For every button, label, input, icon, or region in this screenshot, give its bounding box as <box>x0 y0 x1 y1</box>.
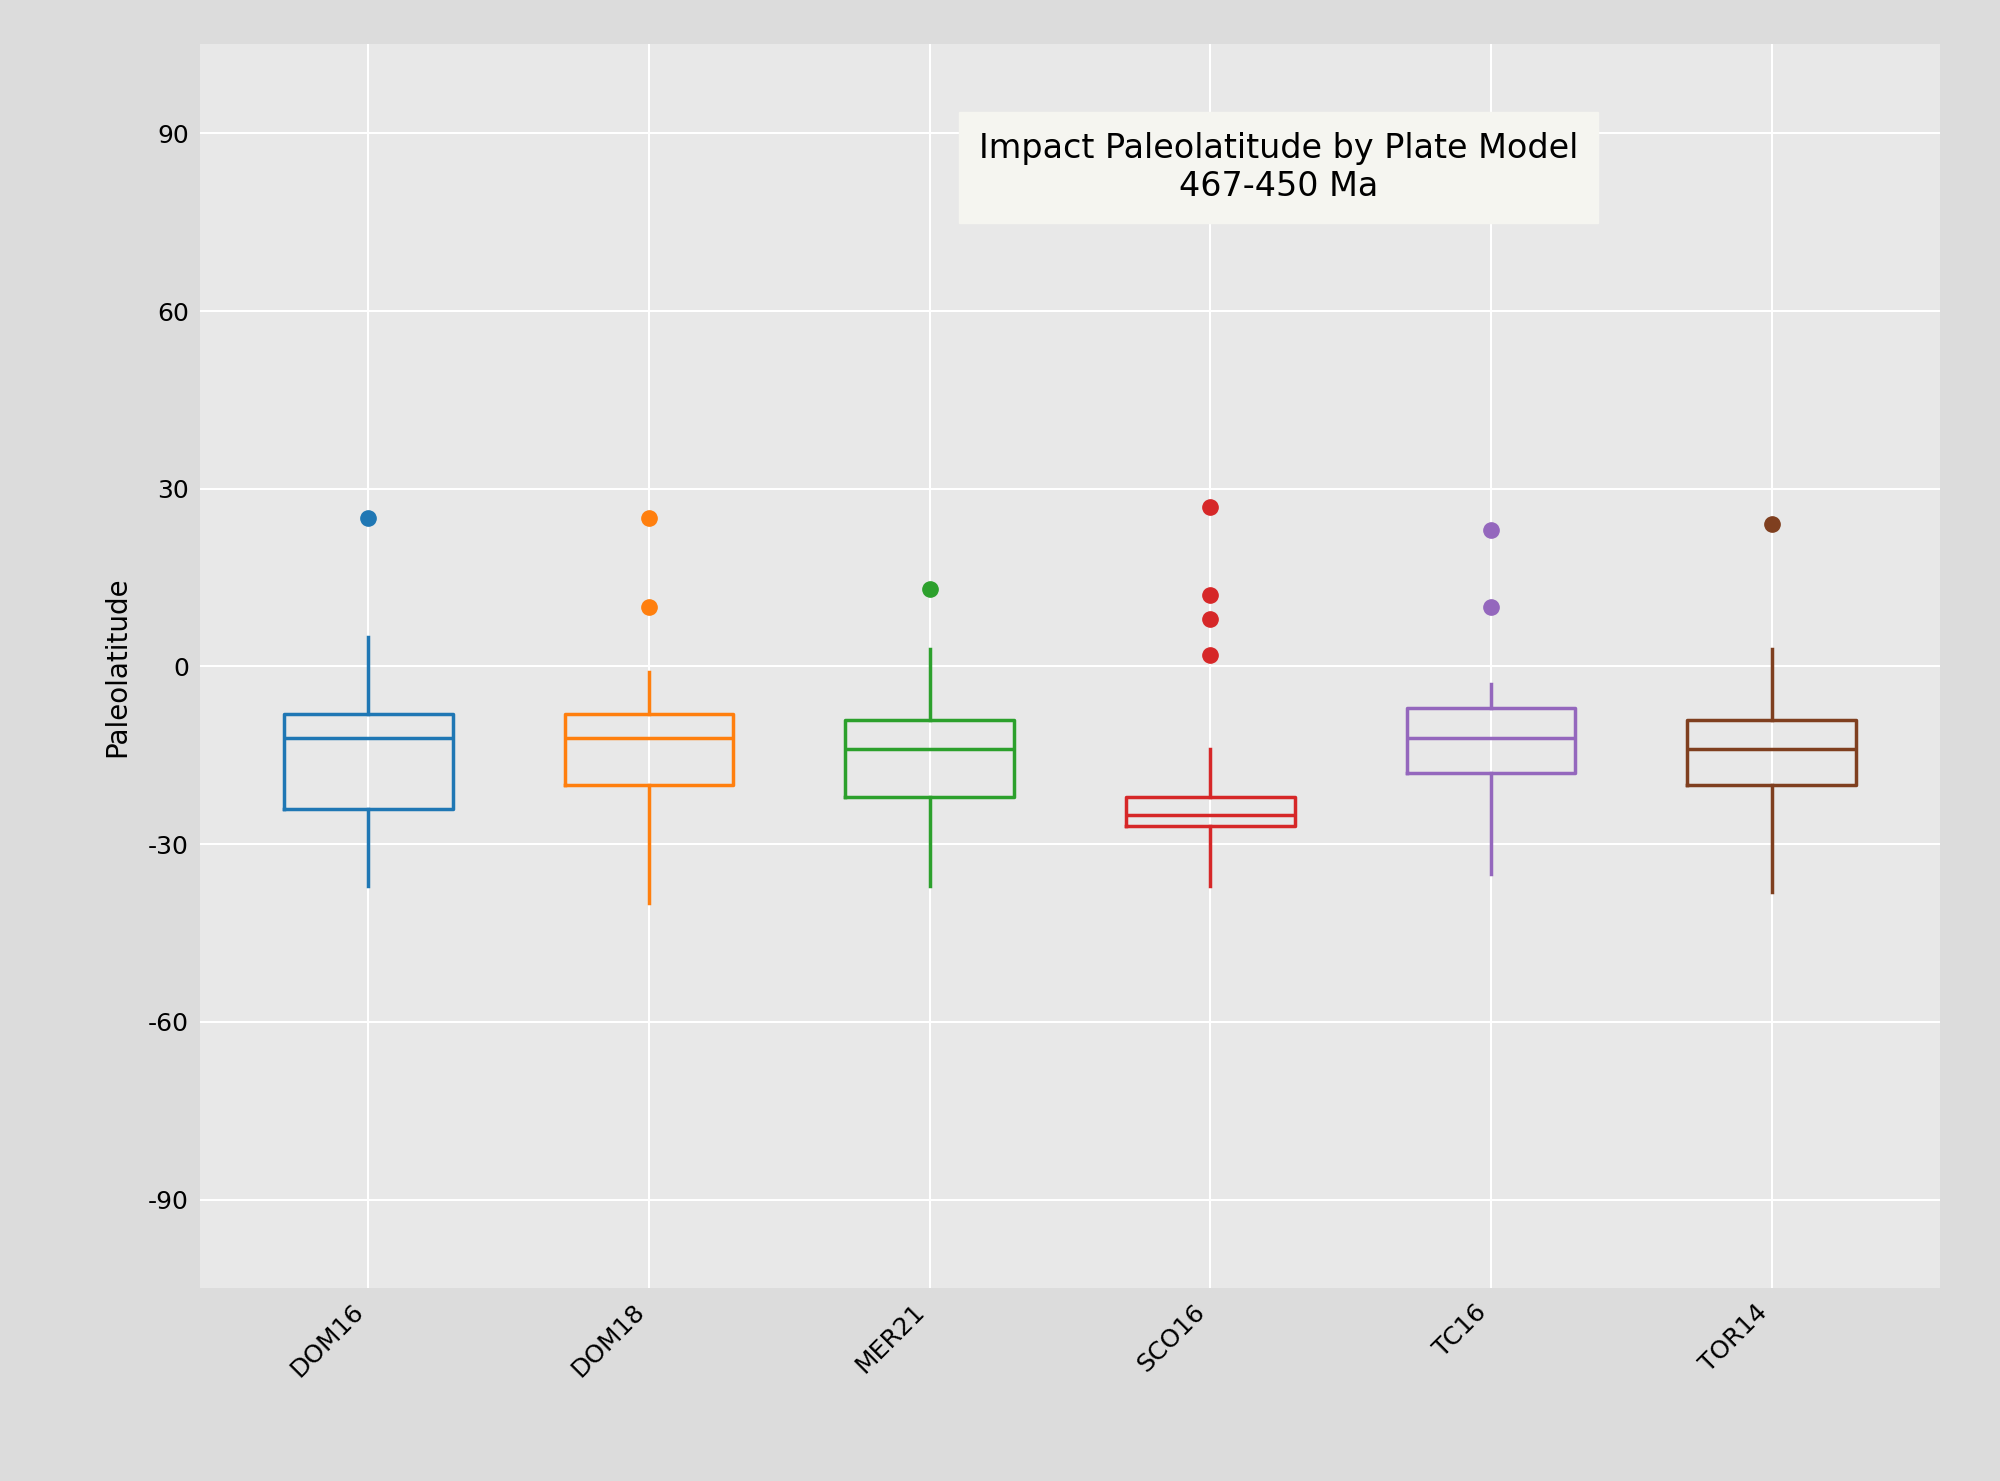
Text: Impact Paleolatitude by Plate Model
467-450 Ma: Impact Paleolatitude by Plate Model 467-… <box>980 132 1578 203</box>
Y-axis label: Paleolatitude: Paleolatitude <box>104 576 132 757</box>
